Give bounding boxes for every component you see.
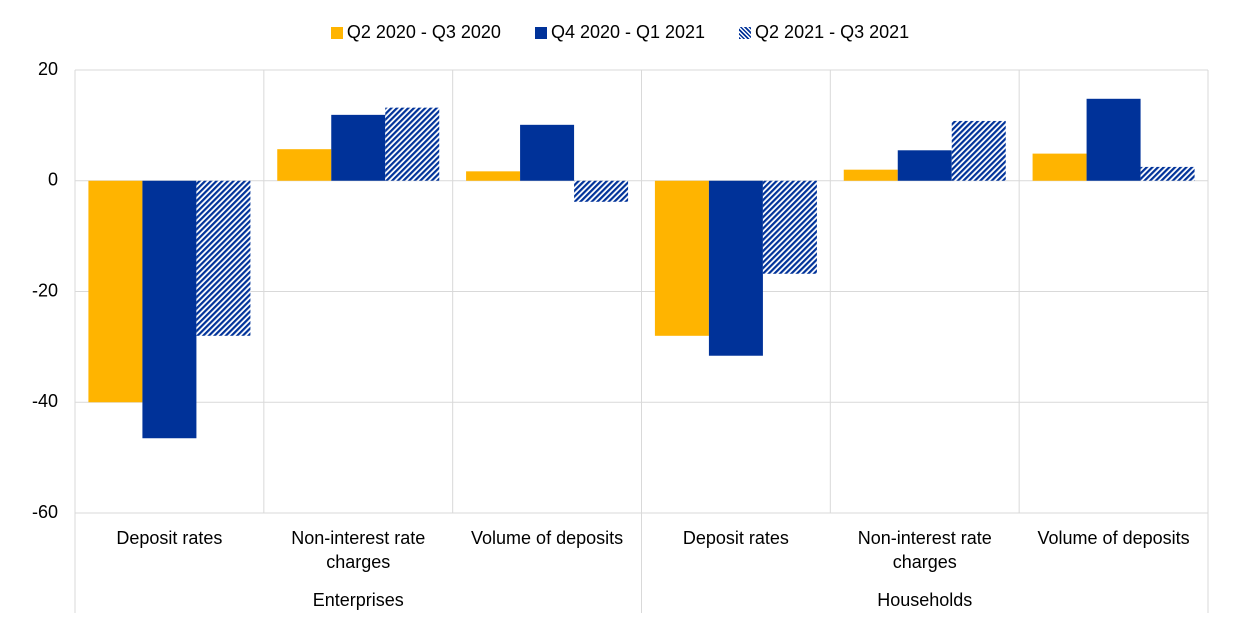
legend-item: Q2 2021 - Q3 2021 xyxy=(739,22,909,43)
bar xyxy=(654,180,709,336)
legend-label: Q2 2021 - Q3 2021 xyxy=(755,22,910,42)
legend-swatch xyxy=(534,26,547,39)
y-tick-label: -20 xyxy=(32,280,58,300)
legend-label: Q4 2020 - Q1 2021 xyxy=(550,22,706,42)
bar xyxy=(88,180,143,403)
legend: Q2 2020 - Q3 2020 Q4 2020 - Q1 2021 Q2 202… xyxy=(0,22,1240,43)
bar xyxy=(708,180,763,356)
group-label: Households xyxy=(877,590,973,610)
x-tick-label: Non-interest rate charges xyxy=(291,528,426,572)
x-tick-label: Non-interest rate charges xyxy=(857,528,992,572)
x-tick-label: Volume of deposits xyxy=(1037,528,1190,548)
bar xyxy=(843,169,898,181)
bar xyxy=(520,124,575,181)
y-tick-label: -40 xyxy=(32,391,58,411)
bar xyxy=(385,107,440,181)
x-tick-label: Deposit rates xyxy=(116,528,223,548)
bar xyxy=(1086,98,1141,181)
bar xyxy=(1140,166,1195,181)
legend-item: Q4 2020 - Q1 2021 xyxy=(534,22,706,43)
y-tick-label: 20 xyxy=(38,59,58,79)
legend-swatch xyxy=(330,26,343,39)
bar xyxy=(277,149,332,181)
legend-label: Q2 2020 - Q3 2020 xyxy=(346,22,501,42)
y-tick-label: -60 xyxy=(32,502,58,522)
bar xyxy=(574,180,629,202)
bar xyxy=(142,180,197,439)
bar xyxy=(951,120,1006,181)
group-label: Enterprises xyxy=(312,590,404,610)
bar xyxy=(897,150,952,181)
bar xyxy=(1032,153,1087,181)
x-tick-label: Volume of deposits xyxy=(471,528,624,548)
bar xyxy=(196,180,251,336)
x-tick-label: Deposit rates xyxy=(682,528,789,548)
y-tick-label: 0 xyxy=(48,170,58,190)
bar xyxy=(331,114,386,181)
legend-item: Q2 2020 - Q3 2020 xyxy=(330,22,501,43)
bar xyxy=(466,171,521,181)
bar xyxy=(762,180,817,274)
legend-swatch xyxy=(739,26,752,39)
